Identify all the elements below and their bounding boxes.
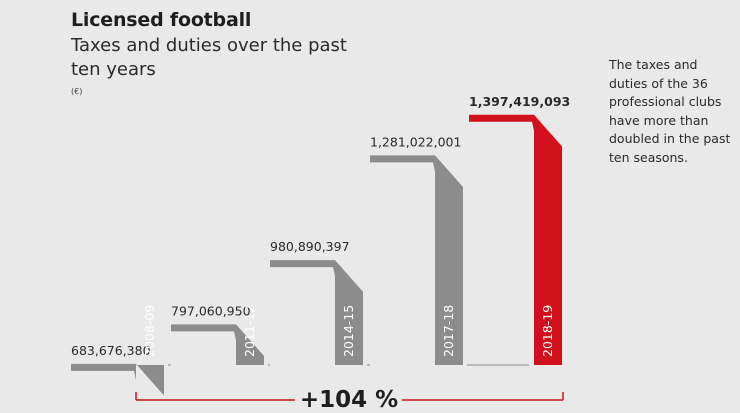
chart-subtitle: Taxes and duties over the past ten years [71, 35, 347, 80]
value-label-2018-19: 1,397,419,093 [469, 94, 570, 109]
bar-2008-09 [71, 363, 164, 396]
chart-title: Licensed football [71, 9, 252, 31]
unit-label: (€) [71, 87, 83, 96]
value-label-2017-18: 1,281,022,001 [370, 134, 461, 149]
title-block: Licensed football Taxes and duties over … [71, 9, 361, 96]
bar-2014-15 [270, 260, 363, 365]
value-label-2008-09: 683,676,380 [71, 343, 151, 358]
bar-2018-19 [469, 114, 562, 365]
value-label-2011-12: 797,060,950 [171, 303, 251, 318]
change-label: +104 % [300, 387, 398, 413]
category-label-2017-18: 2017-18 [441, 305, 456, 357]
category-label-2011-12: 2011-12 [242, 305, 257, 357]
bar-2017-18 [370, 155, 463, 365]
side-note: The taxes and duties of the 36 professio… [609, 57, 731, 165]
category-label-2018-19: 2018-19 [540, 305, 555, 357]
bar-2011-12 [171, 324, 264, 365]
value-label-2014-15: 980,890,397 [270, 239, 350, 254]
category-label-2008-09: 2008-09 [142, 305, 157, 357]
category-label-2014-15: 2014-15 [341, 305, 356, 357]
